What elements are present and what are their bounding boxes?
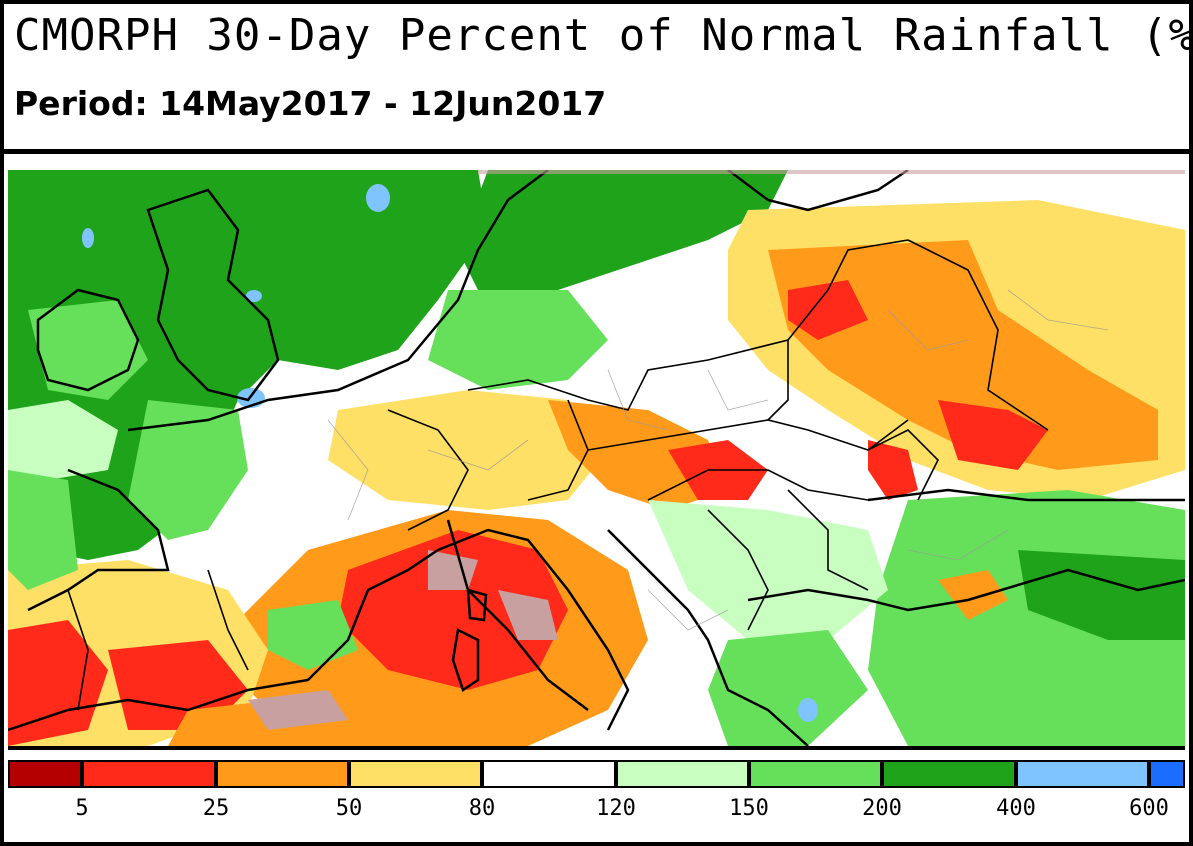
legend-label: 80 <box>468 796 496 821</box>
legend-swatch <box>1016 760 1149 788</box>
map-title: CMORPH 30-Day Percent of Normal Rainfall… <box>14 10 1193 61</box>
region-wet-britain <box>128 400 248 540</box>
header: CMORPH 30-Day Percent of Normal Rainfall… <box>4 4 1193 154</box>
legend-label: 25 <box>202 796 230 821</box>
region-very-dry-italy-sea <box>338 530 568 690</box>
legend-swatch <box>1149 760 1185 788</box>
coastlines <box>8 170 1185 746</box>
legend-label: 200 <box>862 796 902 821</box>
region-wet-turkey <box>868 490 1185 746</box>
region-wet-biscay <box>8 470 78 590</box>
region-dry-anatolia <box>938 570 1008 620</box>
legend-swatch <box>8 760 82 788</box>
spot-extreme-wet-1 <box>366 184 390 212</box>
legend-swatch <box>616 760 749 788</box>
rainfall-map <box>8 170 1185 750</box>
region-dry-east <box>768 240 1158 470</box>
legend-label: 5 <box>75 796 89 821</box>
map-period: Period: 14May2017 - 12Jun2017 <box>14 84 607 123</box>
region-extreme-dry-tyrrhenian <box>498 590 558 640</box>
admin-borders <box>327 289 1109 631</box>
region-very-dry-ukraine <box>938 400 1048 470</box>
spot-extreme-wet-5 <box>798 698 818 722</box>
region-wet-greece <box>708 630 868 746</box>
region-wet-germany-north <box>428 290 608 390</box>
region-light-wet-bay <box>8 400 118 480</box>
rainfall-field <box>8 170 1185 746</box>
legend-label: 150 <box>729 796 769 821</box>
region-extreme-dry-algeria <box>248 690 348 730</box>
legend-swatch <box>82 760 216 788</box>
region-very-dry-portugal <box>8 620 108 746</box>
legend-swatch <box>882 760 1016 788</box>
spot-extreme-wet-2 <box>82 228 94 248</box>
region-below-normal-central <box>328 390 608 510</box>
spot-extreme-wet-4 <box>246 290 262 302</box>
legend-label: 400 <box>996 796 1036 821</box>
legend-swatch <box>482 760 616 788</box>
legend-swatch <box>216 760 349 788</box>
region-very-dry-belarus <box>788 280 868 340</box>
legend-swatch <box>749 760 882 788</box>
region-very-dry-moldova <box>868 440 918 500</box>
legend-swatch <box>349 760 482 788</box>
legend-label: 600 <box>1129 796 1169 821</box>
country-borders <box>67 239 1049 711</box>
legend-label: 50 <box>335 796 363 821</box>
missing-data-strip <box>478 170 1185 174</box>
region-very-wet-baltic <box>458 170 788 300</box>
legend-label: 120 <box>596 796 636 821</box>
color-legend <box>8 760 1185 790</box>
region-very-wet-atlantic <box>8 170 488 560</box>
